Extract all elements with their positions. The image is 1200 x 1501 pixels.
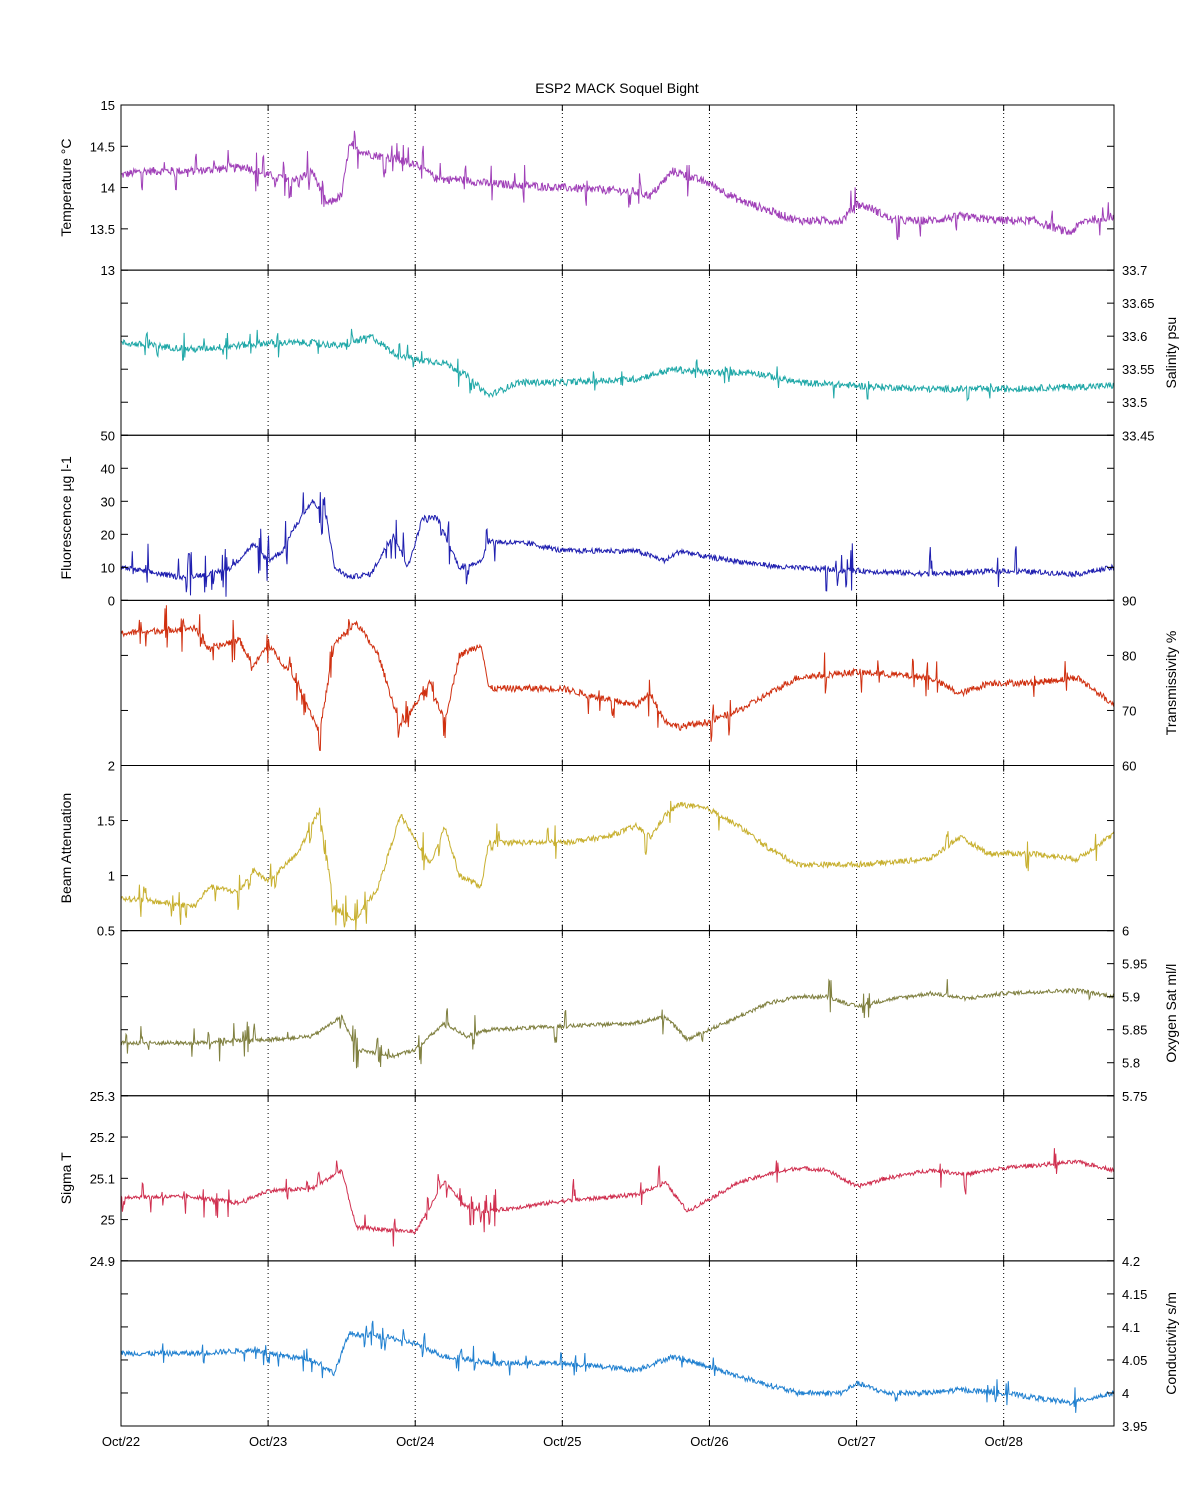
panel-sigma_t: 24.9 25 25.1 25.2 25.3 Sigma T [58, 1089, 1115, 1269]
temperature-ytick-label: 14.5 [90, 139, 115, 154]
beam_attenuation-panel-frame [120, 765, 1115, 932]
panel-transmissivity: 60 70 80 90 Transmissivity % [120, 593, 1179, 774]
conductivity-ytick-label: 4.2 [1122, 1254, 1140, 1269]
fluorescence-series-line [120, 492, 1115, 597]
oxygen_sat-ytick-label: 5.75 [1122, 1089, 1147, 1104]
conductivity-panel-frame [120, 1260, 1115, 1427]
sigma_t-ytick-label: 25 [101, 1213, 115, 1228]
xtick-label: Oct/22 [102, 1434, 140, 1449]
fluorescence-ytick-label: 0 [108, 593, 115, 608]
temperature-ytick-label: 13.5 [90, 222, 115, 237]
conductivity-ytick-label: 4 [1122, 1386, 1129, 1401]
salinity-ytick-label: 33.6 [1122, 329, 1147, 344]
fluorescence-ytick-label: 40 [101, 461, 115, 476]
beam_attenuation-ytick-label: 0.5 [97, 924, 115, 939]
chart-title: ESP2 MACK Soquel Bight [535, 80, 699, 96]
panel-conductivity: 3.95 4 4.05 4.1 4.15 4.2 Conductivity s/m [120, 1254, 1179, 1434]
conductivity-ytick-label: 4.15 [1122, 1287, 1147, 1302]
transmissivity-series-line [120, 605, 1115, 751]
oxygen_sat-ytick-label: 5.8 [1122, 1056, 1140, 1071]
conductivity-ytick-label: 4.1 [1122, 1320, 1140, 1335]
transmissivity-panel-frame [120, 599, 1115, 766]
beam_attenuation-series-line [120, 800, 1115, 931]
oxygen_sat-panel-frame [120, 930, 1115, 1097]
panel-temperature: 13 13.5 14 14.5 15 Temperature °C [58, 98, 1115, 278]
oxygen_sat-ytick-label: 5.9 [1122, 990, 1140, 1005]
temperature-panel-frame [120, 104, 1115, 271]
salinity-ytick-label: 33.45 [1122, 428, 1155, 443]
temperature-ytick-label: 15 [101, 98, 115, 113]
transmissivity-ylabel: Transmissivity % [1163, 631, 1179, 736]
salinity-ylabel: Salinity psu [1163, 317, 1179, 389]
salinity-ytick-label: 33.7 [1122, 263, 1147, 278]
fluorescence-ytick-label: 50 [101, 428, 115, 443]
transmissivity-ytick-label: 80 [1122, 648, 1136, 663]
conductivity-ytick-label: 3.95 [1122, 1419, 1147, 1434]
panel-salinity: 33.45 33.5 33.55 33.6 33.65 33.7 Salinity psu [120, 263, 1179, 443]
panel-oxygen_sat: 5.75 5.8 5.85 5.9 5.95 6 Oxygen Sat ml/l [120, 924, 1179, 1104]
fluorescence-ytick-label: 20 [101, 527, 115, 542]
salinity-ytick-label: 33.55 [1122, 362, 1155, 377]
transmissivity-ytick-label: 90 [1122, 593, 1136, 608]
sigma_t-ylabel: Sigma T [58, 1152, 74, 1204]
sigma_t-panel-frame [120, 1095, 1115, 1262]
fluorescence-ytick-label: 30 [101, 494, 115, 509]
beam_attenuation-ytick-label: 1.5 [97, 814, 115, 829]
salinity-series-line [120, 328, 1115, 402]
conductivity-ylabel: Conductivity s/m [1163, 1292, 1179, 1395]
sigma_t-series-line [120, 1148, 1115, 1247]
panel-beam_attenuation: 0.5 1 1.5 2 Beam Attenuation [58, 759, 1115, 939]
beam_attenuation-ytick-label: 2 [108, 759, 115, 774]
temperature-ytick-label: 13 [101, 263, 115, 278]
conductivity-ytick-label: 4.05 [1122, 1353, 1147, 1368]
beam_attenuation-ylabel: Beam Attenuation [58, 793, 74, 904]
xtick-label: Oct/27 [837, 1434, 875, 1449]
fluorescence-panel-frame [120, 434, 1115, 601]
transmissivity-ytick-label: 70 [1122, 703, 1136, 718]
beam_attenuation-ytick-label: 1 [108, 869, 115, 884]
salinity-panel-frame [120, 269, 1115, 436]
salinity-ytick-label: 33.65 [1122, 296, 1155, 311]
xtick-label: Oct/23 [249, 1434, 287, 1449]
transmissivity-ytick-label: 60 [1122, 759, 1136, 774]
salinity-ytick-label: 33.5 [1122, 395, 1147, 410]
fluorescence-ytick-label: 10 [101, 560, 115, 575]
fluorescence-ylabel: Fluorescence µg l-1 [58, 456, 74, 579]
temperature-ylabel: Temperature °C [58, 138, 74, 236]
temperature-series-line [120, 130, 1115, 241]
sigma_t-ytick-label: 24.9 [90, 1254, 115, 1269]
sigma_t-ytick-label: 25.1 [90, 1171, 115, 1186]
temperature-ytick-label: 14 [101, 181, 115, 196]
oxygen_sat-ytick-label: 5.95 [1122, 957, 1147, 972]
oxygen_sat-ylabel: Oxygen Sat ml/l [1163, 964, 1179, 1063]
xtick-label: Oct/28 [985, 1434, 1023, 1449]
oxygen_sat-ytick-label: 6 [1122, 924, 1129, 939]
panel-fluorescence: 0 10 20 30 40 50 Fluorescence µg l-1 [58, 428, 1115, 608]
sigma_t-ytick-label: 25.2 [90, 1130, 115, 1145]
conductivity-series-line [120, 1320, 1115, 1413]
xtick-label: Oct/25 [543, 1434, 581, 1449]
sigma_t-ytick-label: 25.3 [90, 1089, 115, 1104]
x-axis: Oct/22 Oct/23 Oct/24 Oct/25 Oct/26 Oct/27 Oct/… [102, 1434, 1023, 1449]
xtick-label: Oct/26 [690, 1434, 728, 1449]
oxygen_sat-ytick-label: 5.85 [1122, 1023, 1147, 1038]
xtick-label: Oct/24 [396, 1434, 434, 1449]
oxygen_sat-series-line [120, 978, 1115, 1069]
